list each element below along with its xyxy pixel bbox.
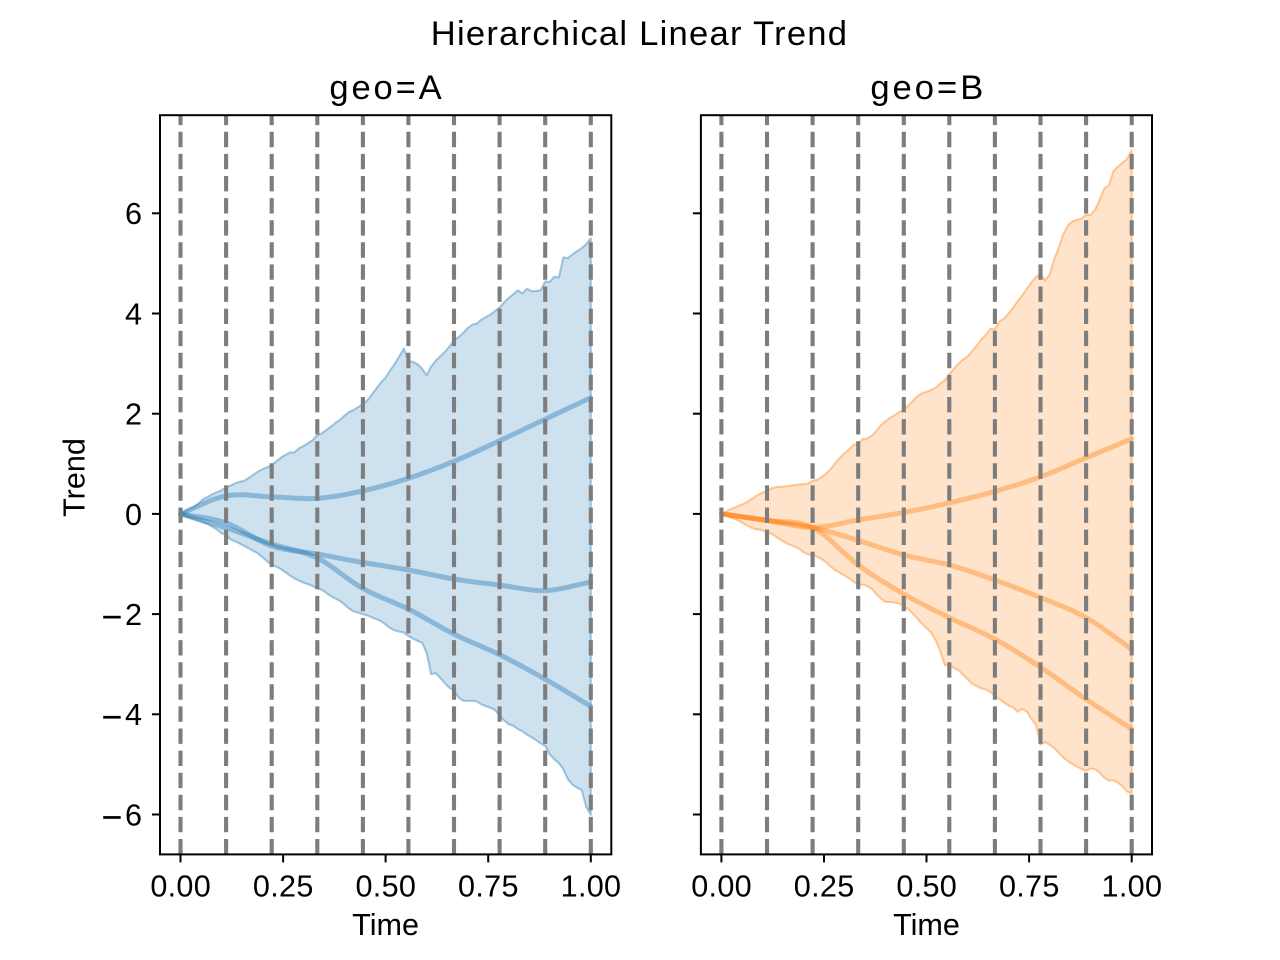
svg-text:0: 0	[125, 498, 142, 532]
svg-text:geo=A: geo=A	[329, 69, 444, 107]
svg-text:2: 2	[125, 598, 142, 632]
svg-text:1.00: 1.00	[561, 869, 622, 903]
svg-text:0.50: 0.50	[896, 869, 957, 903]
svg-text:6: 6	[125, 197, 142, 231]
svg-text:0.00: 0.00	[150, 869, 211, 903]
svg-text:0.75: 0.75	[999, 869, 1060, 903]
svg-text:Hierarchical Linear Trend: Hierarchical Linear Trend	[431, 15, 849, 53]
svg-text:0.25: 0.25	[253, 869, 314, 903]
svg-text:Time: Time	[893, 908, 960, 942]
svg-text:Trend: Trend	[58, 438, 92, 517]
svg-text:0.75: 0.75	[458, 869, 519, 903]
svg-text:2: 2	[125, 398, 142, 432]
svg-text:4: 4	[125, 297, 142, 331]
svg-text:4: 4	[125, 698, 142, 732]
svg-text:Time: Time	[352, 908, 419, 942]
svg-text:0.00: 0.00	[691, 869, 752, 903]
svg-text:0.25: 0.25	[794, 869, 855, 903]
svg-text:0.50: 0.50	[355, 869, 416, 903]
svg-text:1.00: 1.00	[1102, 869, 1163, 903]
svg-text:geo=B: geo=B	[870, 69, 986, 107]
svg-text:6: 6	[125, 798, 142, 832]
